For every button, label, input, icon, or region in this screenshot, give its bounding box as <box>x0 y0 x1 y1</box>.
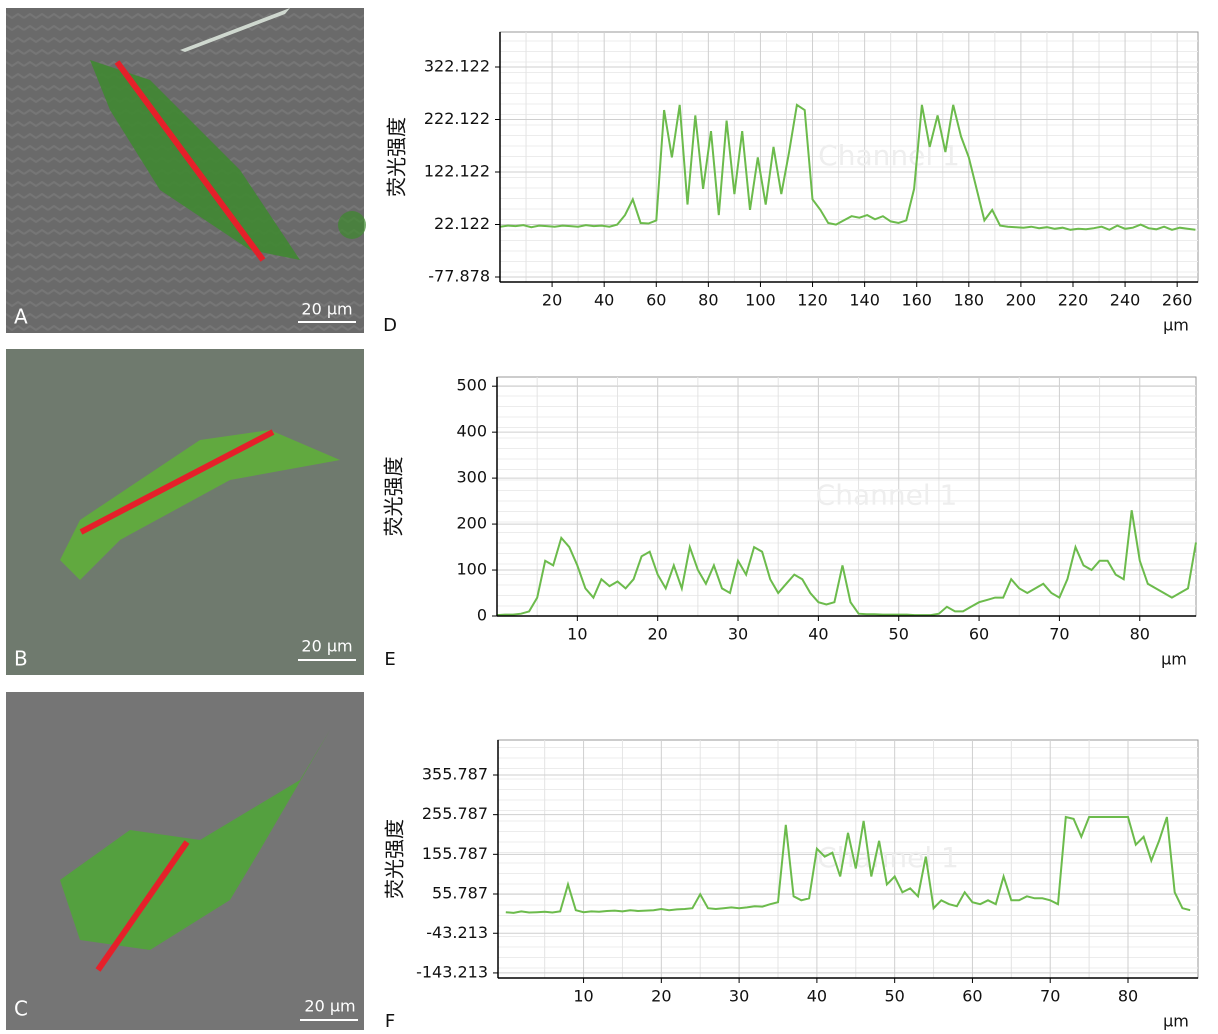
x-axis-label: μm <box>1163 1012 1189 1031</box>
y-tick-label: 122.122 <box>424 162 490 181</box>
scale-bar-label: 20 μm <box>301 300 352 319</box>
y-tick-label: 355.787 <box>422 764 488 783</box>
y-tick-label: 222.122 <box>424 109 490 128</box>
y-tick-label: 55.787 <box>432 883 488 902</box>
panel-label: E <box>384 649 395 670</box>
x-tick-label: 40 <box>594 291 614 310</box>
image-label: C <box>14 997 28 1021</box>
x-tick-label: 260 <box>1162 291 1193 310</box>
data-line <box>505 815 1191 914</box>
x-tick-label: 10 <box>573 987 593 1006</box>
y-tick-label: 200 <box>456 514 487 533</box>
x-tick-label: 140 <box>849 291 880 310</box>
y-tick-label: 100 <box>456 560 487 579</box>
y-tick-label: 322.122 <box>424 57 490 76</box>
y-tick-label: -143.213 <box>416 962 488 981</box>
y-tick-label: 400 <box>456 422 487 441</box>
data-line <box>496 510 1197 617</box>
x-tick-label: 20 <box>648 625 668 644</box>
chart: -77.878 22.122 122.122 222.122 322.122 20 40 60… <box>383 31 1199 336</box>
plot-area <box>497 739 1199 979</box>
x-tick-label: 80 <box>1130 625 1150 644</box>
data-line <box>499 103 1196 231</box>
x-tick-label: 60 <box>646 291 666 310</box>
x-tick-label: 30 <box>729 987 749 1006</box>
x-tick-label: 30 <box>728 625 748 644</box>
x-tick-label: 60 <box>969 625 989 644</box>
image-b: B 20 μm <box>6 349 364 675</box>
y-tick-label: 500 <box>456 376 487 395</box>
x-tick-label: 200 <box>1006 291 1037 310</box>
x-tick-label: 70 <box>1049 625 1069 644</box>
y-axis-label: 荧光强度 <box>383 819 407 899</box>
x-tick-label: 100 <box>745 291 776 310</box>
y-tick-label: 255.787 <box>422 804 488 823</box>
x-tick-label: 50 <box>884 987 904 1006</box>
x-axis-label: μm <box>1161 650 1187 669</box>
x-tick-label: 20 <box>651 987 671 1006</box>
chart: -143.213 -43.213 55.787 155.787 255.787 355.7… <box>383 739 1199 1032</box>
x-axis-label: μm <box>1163 316 1189 335</box>
image-label: A <box>14 305 28 329</box>
x-tick-label: 80 <box>1118 987 1138 1006</box>
y-axis-label: 荧光强度 <box>385 117 409 197</box>
y-tick-label: 300 <box>456 468 487 487</box>
y-tick-label: 22.122 <box>434 214 490 233</box>
x-tick-label: 80 <box>698 291 718 310</box>
y-tick-label: 0 <box>477 606 487 625</box>
x-tick-label: 10 <box>567 625 587 644</box>
x-tick-label: 50 <box>889 625 909 644</box>
y-tick-label: 155.787 <box>422 844 488 863</box>
x-tick-label: 60 <box>962 987 982 1006</box>
x-tick-label: 40 <box>808 625 828 644</box>
x-tick-label: 240 <box>1110 291 1141 310</box>
x-tick-label: 180 <box>954 291 985 310</box>
y-tick-label: -77.878 <box>428 267 490 286</box>
x-tick-label: 20 <box>542 291 562 310</box>
x-tick-label: 120 <box>797 291 828 310</box>
panel-label: F <box>385 1011 395 1032</box>
chart: 0 100 200 300 400 500 10 20 30 40 50 60 70 80 Channel … <box>382 376 1197 670</box>
scale-bar-label: 20 μm <box>301 637 352 656</box>
image-label: B <box>14 647 28 671</box>
watermark: Channel 1 <box>816 479 958 512</box>
image-c: C 20 μm <box>6 692 364 1030</box>
y-axis-label: 荧光强度 <box>382 457 406 537</box>
x-tick-label: 160 <box>901 291 932 310</box>
watermark: Channel 1 <box>818 139 960 172</box>
x-tick-label: 220 <box>1058 291 1089 310</box>
x-tick-label: 70 <box>1040 987 1060 1006</box>
image-a: A 20 μm <box>6 8 366 333</box>
scale-bar-label: 20 μm <box>304 997 355 1016</box>
panel-label: D <box>383 315 397 336</box>
y-tick-label: -43.213 <box>426 923 488 942</box>
x-tick-label: 40 <box>807 987 827 1006</box>
